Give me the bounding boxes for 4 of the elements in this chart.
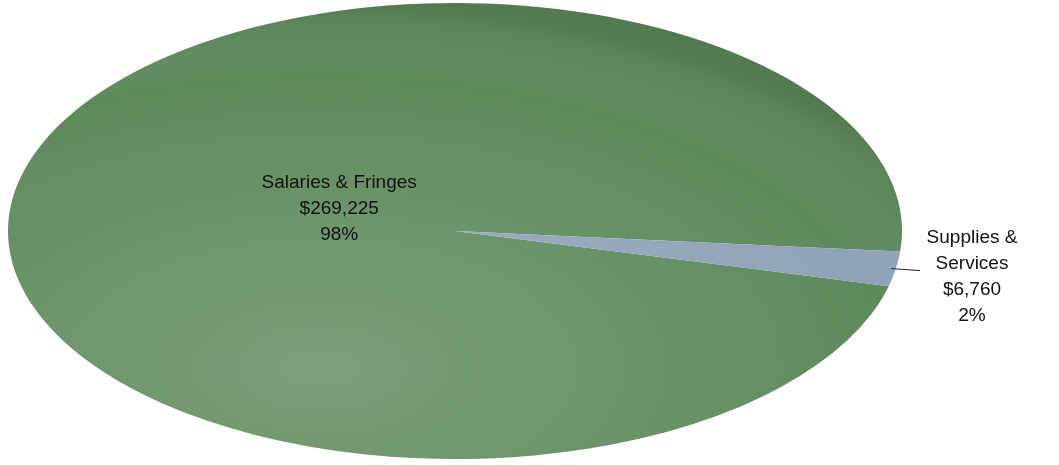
data-label: $6,760 2% (942, 277, 1002, 325)
data-label: $269,225 98% (299, 196, 379, 244)
slice-label: Supplies & Services (926, 225, 1018, 273)
slice-label: Salaries & Fringes (261, 170, 417, 192)
